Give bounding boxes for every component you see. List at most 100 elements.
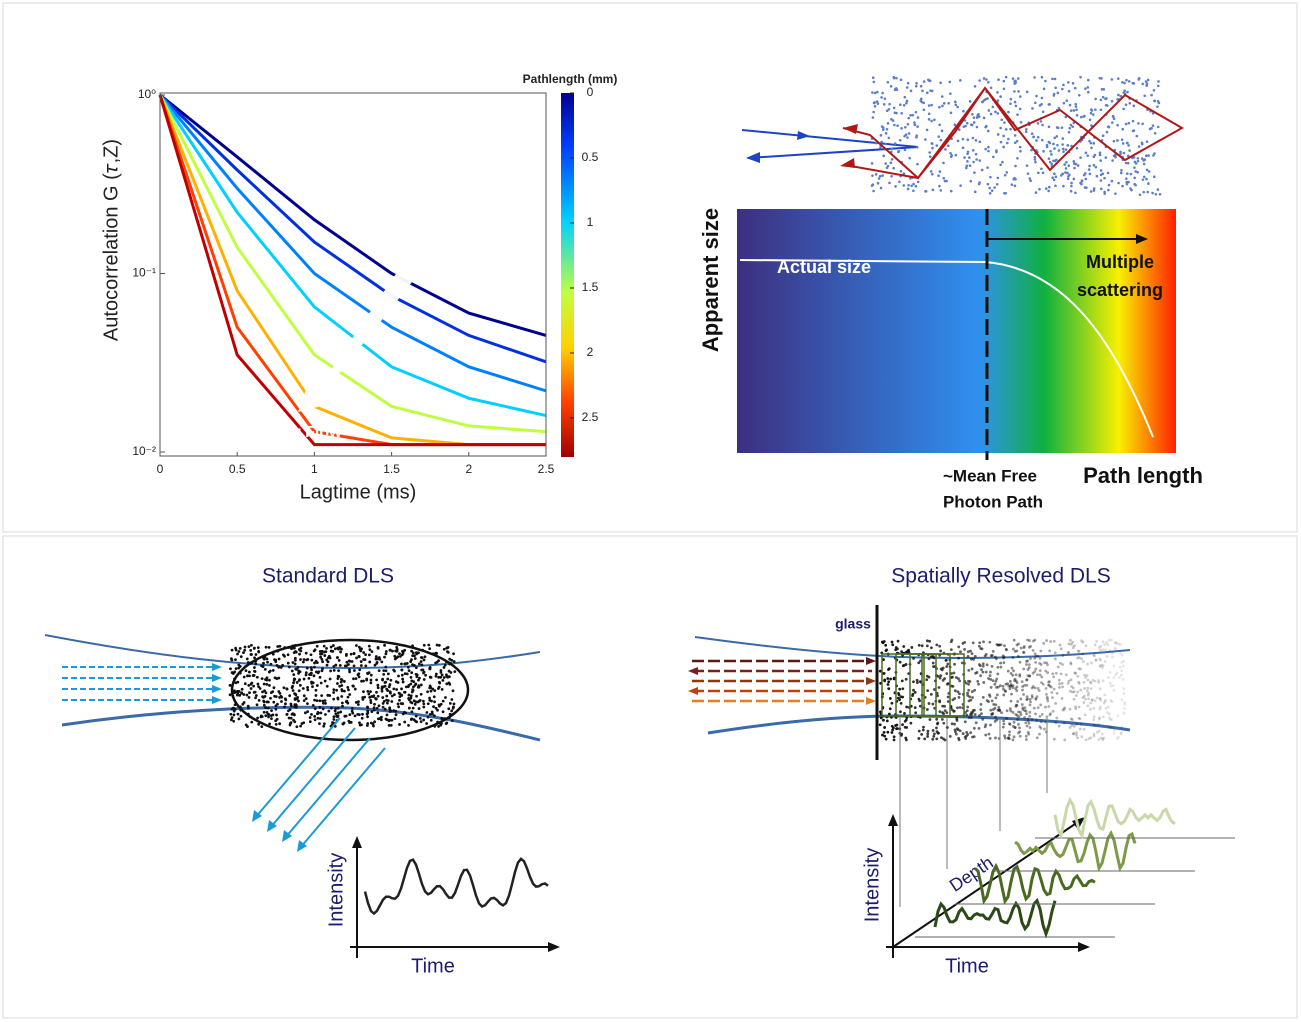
particle [987,700,990,704]
particle [369,701,373,705]
particle [1093,654,1097,658]
particle [994,110,997,114]
particle [1038,187,1041,191]
particle [354,701,358,704]
particle [890,724,894,728]
particle [916,125,919,128]
particle [291,644,295,648]
particle [229,712,233,716]
particle [1112,676,1116,680]
particle [899,710,902,714]
particle [428,667,432,671]
particle [313,714,317,718]
particle [913,706,917,710]
particle [973,713,977,716]
particle [327,654,331,658]
particle [1104,706,1108,710]
particle [369,681,373,685]
particle [291,661,295,664]
particle [1118,676,1121,679]
particle [996,665,1000,669]
particle [1023,706,1027,710]
particle [976,114,979,117]
particle [266,700,270,704]
particle [1153,131,1157,135]
particle [966,152,969,156]
particle [1004,647,1008,651]
particle [384,652,388,656]
particle [339,710,343,714]
particle [1053,172,1056,175]
particle [264,714,268,718]
particle [992,702,996,706]
particle [1041,682,1045,686]
particle [334,663,338,667]
particle [1105,130,1109,134]
particle [282,653,285,657]
particle [451,689,455,693]
particle [890,731,894,734]
particle [353,714,357,718]
particle [422,643,426,647]
particle [883,97,887,100]
particle [285,687,289,691]
particle [385,718,389,722]
particle [252,674,256,677]
particle [1048,680,1051,683]
particle [917,729,921,733]
particle [1047,683,1051,687]
particle [1009,97,1013,101]
particle [1033,656,1037,660]
particle [305,658,309,662]
particle [293,662,297,666]
label: ~Mean Free [943,466,1037,485]
particle [987,149,990,153]
particle [340,684,344,687]
particle [357,675,361,679]
particle [928,155,932,158]
particle [971,112,974,116]
particle [1034,697,1038,701]
particle [1061,147,1065,151]
particle [920,644,924,648]
particle [1052,737,1056,741]
particle [937,174,940,178]
particle [1091,698,1094,701]
particle [1048,713,1052,717]
particle [984,125,987,129]
particle [1099,736,1103,740]
particle [946,662,950,666]
particle [982,77,986,80]
particle [234,681,238,685]
particle [890,640,894,644]
particle [999,126,1002,130]
particle [1025,683,1029,687]
particle [1012,735,1016,739]
particle [981,662,985,666]
particle [242,651,245,655]
beam-out [747,146,919,159]
particle [940,129,944,133]
particle [1079,723,1083,726]
particle [993,682,997,686]
particle [1108,649,1112,652]
particle [968,680,972,683]
particle [337,675,341,679]
particle [1117,93,1120,97]
particle [374,697,378,701]
particle [1032,639,1035,643]
particle [271,669,275,672]
particle [952,671,956,675]
particle [228,683,232,687]
particle [1068,689,1072,693]
particle [938,170,942,173]
particle [1116,123,1119,127]
particle [1102,701,1106,705]
particle [452,705,455,709]
particle [1067,130,1071,134]
particle [285,712,289,716]
particle [916,162,919,166]
particle [956,139,960,143]
particle [414,719,417,723]
particle [909,89,913,93]
